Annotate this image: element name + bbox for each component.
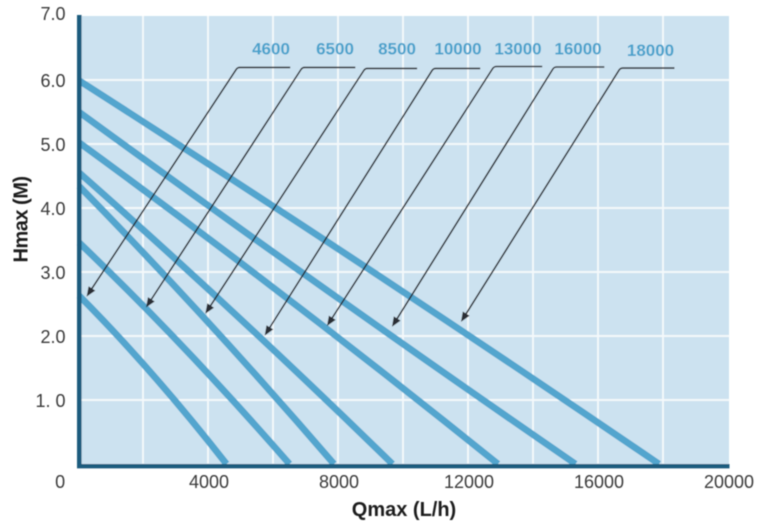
- svg-text:16000: 16000: [574, 472, 624, 492]
- svg-text:10000: 10000: [434, 40, 481, 59]
- svg-text:1. 0: 1. 0: [35, 391, 65, 411]
- svg-text:Hmax (M): Hmax (M): [11, 176, 33, 262]
- svg-text:0: 0: [55, 472, 65, 492]
- svg-text:12000: 12000: [444, 472, 494, 492]
- svg-text:8500: 8500: [378, 40, 416, 59]
- svg-text:8000: 8000: [319, 472, 359, 492]
- svg-text:7.0: 7.0: [40, 4, 65, 24]
- svg-text:4000: 4000: [189, 472, 229, 492]
- svg-text:6.0: 6.0: [40, 71, 65, 91]
- svg-text:13000: 13000: [494, 40, 541, 59]
- svg-text:18000: 18000: [627, 41, 674, 60]
- svg-text:20000: 20000: [704, 472, 754, 492]
- svg-text:4600: 4600: [252, 40, 290, 59]
- svg-text:2.0: 2.0: [40, 327, 65, 347]
- svg-text:Qmax (L/h): Qmax (L/h): [352, 499, 456, 521]
- svg-text:3.0: 3.0: [40, 263, 65, 283]
- svg-text:4.0: 4.0: [40, 199, 65, 219]
- svg-text:6500: 6500: [316, 40, 354, 59]
- svg-text:16000: 16000: [554, 40, 601, 59]
- svg-text:5.0: 5.0: [40, 135, 65, 155]
